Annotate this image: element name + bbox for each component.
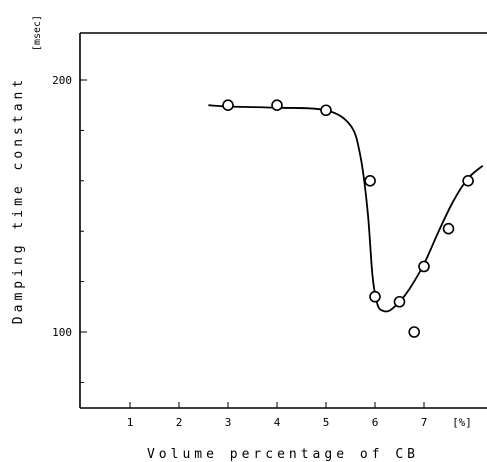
x-axis-title: Volume percentage of CB (147, 447, 419, 462)
data-point (442, 222, 455, 235)
data-point (364, 175, 376, 187)
y-axis-title: Damping time constant (11, 76, 26, 324)
data-point (271, 99, 283, 111)
x-tick-label: 4 (274, 416, 281, 429)
data-point (462, 175, 474, 187)
x-tick-label: 5 (323, 416, 330, 429)
x-tick-label: 3 (225, 416, 232, 429)
y-axis-ticks: 100 200 (52, 74, 87, 383)
x-tick-label: 2 (176, 416, 183, 429)
y-tick-label: 200 (52, 74, 72, 87)
data-point (393, 295, 406, 308)
data-point (369, 290, 381, 303)
x-axis-unit: [%] (452, 416, 472, 429)
y-axis-unit: [msec] (32, 15, 43, 51)
x-tick-label: 1 (127, 416, 134, 429)
fitted-curve (208, 104, 484, 313)
x-tick-label: 6 (372, 416, 379, 429)
x-tick-label: 7 (421, 416, 428, 429)
data-point (408, 326, 421, 338)
data-point (418, 260, 430, 273)
y-tick-label: 100 (52, 326, 72, 339)
data-point (320, 104, 332, 117)
data-points (222, 99, 474, 338)
data-point (222, 99, 234, 111)
x-axis-ticks: 1 2 3 4 5 6 7 (127, 402, 428, 429)
